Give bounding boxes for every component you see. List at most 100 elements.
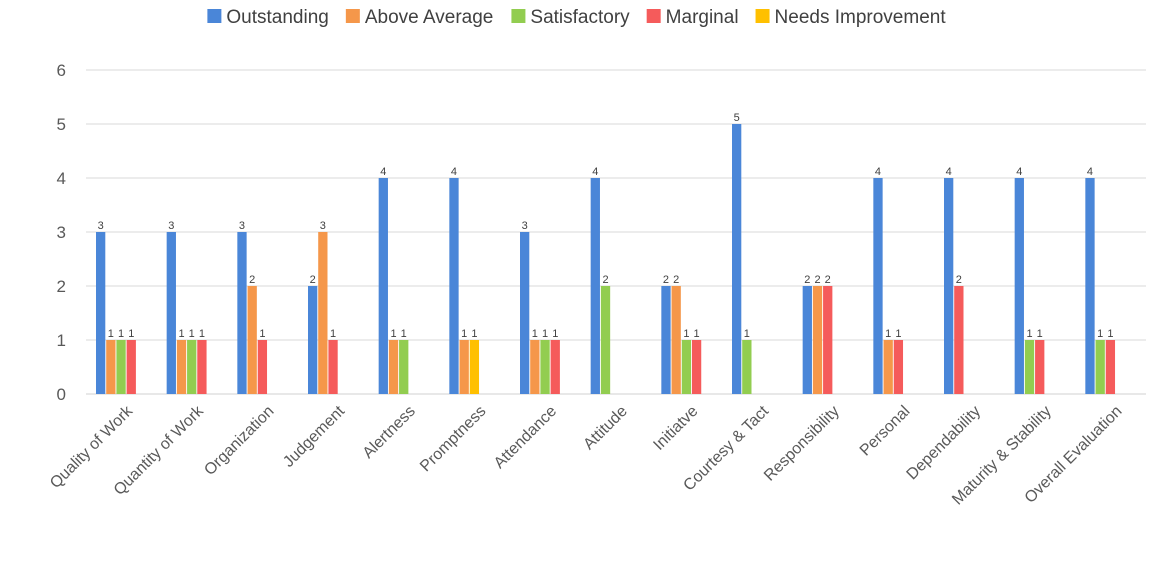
data-label: 2 [310,274,316,286]
x-tick-label: Judgement [280,402,348,470]
data-label: 1 [390,328,396,340]
x-tick-label: Attitude [580,403,630,453]
bar [166,232,176,394]
legend-swatch [646,9,661,23]
legend-swatch [345,9,360,23]
bar [388,340,399,394]
data-label: 1 [895,328,901,340]
bar [378,178,388,394]
bars [96,124,1116,394]
bar [1035,340,1045,394]
bar [550,340,560,394]
bar [1085,178,1095,394]
bar [126,340,136,394]
data-label: 4 [1087,166,1093,178]
legend-label: Needs Improvement [775,7,947,28]
bar [237,232,247,394]
legend-label: Outstanding [226,7,328,28]
legend-item: Needs Improvement [755,7,947,28]
data-label: 3 [168,220,174,232]
bar [530,340,540,394]
bar [106,340,116,394]
data-label: 1 [108,328,114,340]
legend-item: Above Average [345,7,494,28]
bar [802,286,812,394]
y-tick-label: 6 [57,61,66,80]
data-label: 3 [98,220,104,232]
legend-item: Satisfactory [511,7,630,28]
data-label: 4 [451,166,457,178]
bar [187,340,197,394]
data-label: 2 [602,274,608,286]
legend-label: Satisfactory [530,7,630,28]
data-label: 1 [189,328,195,340]
bar [540,340,550,394]
bar [399,340,409,394]
y-tick-label: 4 [57,169,66,188]
bar [944,178,954,394]
data-label: 2 [663,274,669,286]
bar [823,286,833,394]
legend-swatch [511,9,526,23]
y-tick-label: 5 [57,115,66,134]
x-tick-label: Alertness [360,403,419,462]
data-label: 1 [1107,328,1113,340]
bar [954,286,964,394]
y-tick-label: 3 [57,223,66,242]
data-label: 1 [1037,328,1043,340]
bar [308,286,318,394]
data-label: 1 [552,328,558,340]
data-label: 1 [542,328,548,340]
x-tick-label: Attendance [491,403,560,472]
data-label: 1 [694,328,700,340]
data-label: 4 [1016,166,1022,178]
data-label: 3 [320,220,326,232]
data-label: 1 [744,328,750,340]
data-label: 2 [825,274,831,286]
data-label: 1 [1026,328,1032,340]
bar [671,286,681,394]
bar [469,340,480,394]
bar [116,340,126,394]
bar [873,178,883,394]
data-label: 4 [946,166,952,178]
bar [812,286,823,394]
legend-item: Outstanding [207,7,329,28]
data-label: 4 [875,166,881,178]
data-label: 1 [118,328,124,340]
data-label: 1 [178,328,184,340]
data-label: 2 [804,274,810,286]
x-tick-label: Organization [201,403,277,479]
x-tick-label: Initiatve [650,403,701,454]
x-tick-label: Promptness [417,403,489,475]
bar [96,232,106,394]
bar [590,178,600,394]
data-label: 1 [401,328,407,340]
bar [257,340,268,394]
bar [328,340,338,394]
bar [1014,178,1024,394]
bar [600,286,611,394]
data-label: 2 [956,274,962,286]
data-label: 1 [1097,328,1103,340]
data-label: 2 [673,274,679,286]
data-label: 3 [239,220,245,232]
bar [247,286,257,394]
data-label: 2 [249,274,255,286]
data-label: 1 [885,328,891,340]
bar [1024,340,1035,394]
bar [661,286,671,394]
bar [691,340,702,394]
x-tick-label: Personal [857,403,914,460]
bar [197,340,207,394]
bar [449,178,459,394]
legend-swatch [755,9,770,23]
legend-label: Above Average [365,7,494,28]
legend-swatch [207,9,222,23]
y-axis: 0 1 2 3 4 5 6 [57,61,66,404]
bar [318,232,328,394]
y-tick-label: 2 [57,277,66,296]
